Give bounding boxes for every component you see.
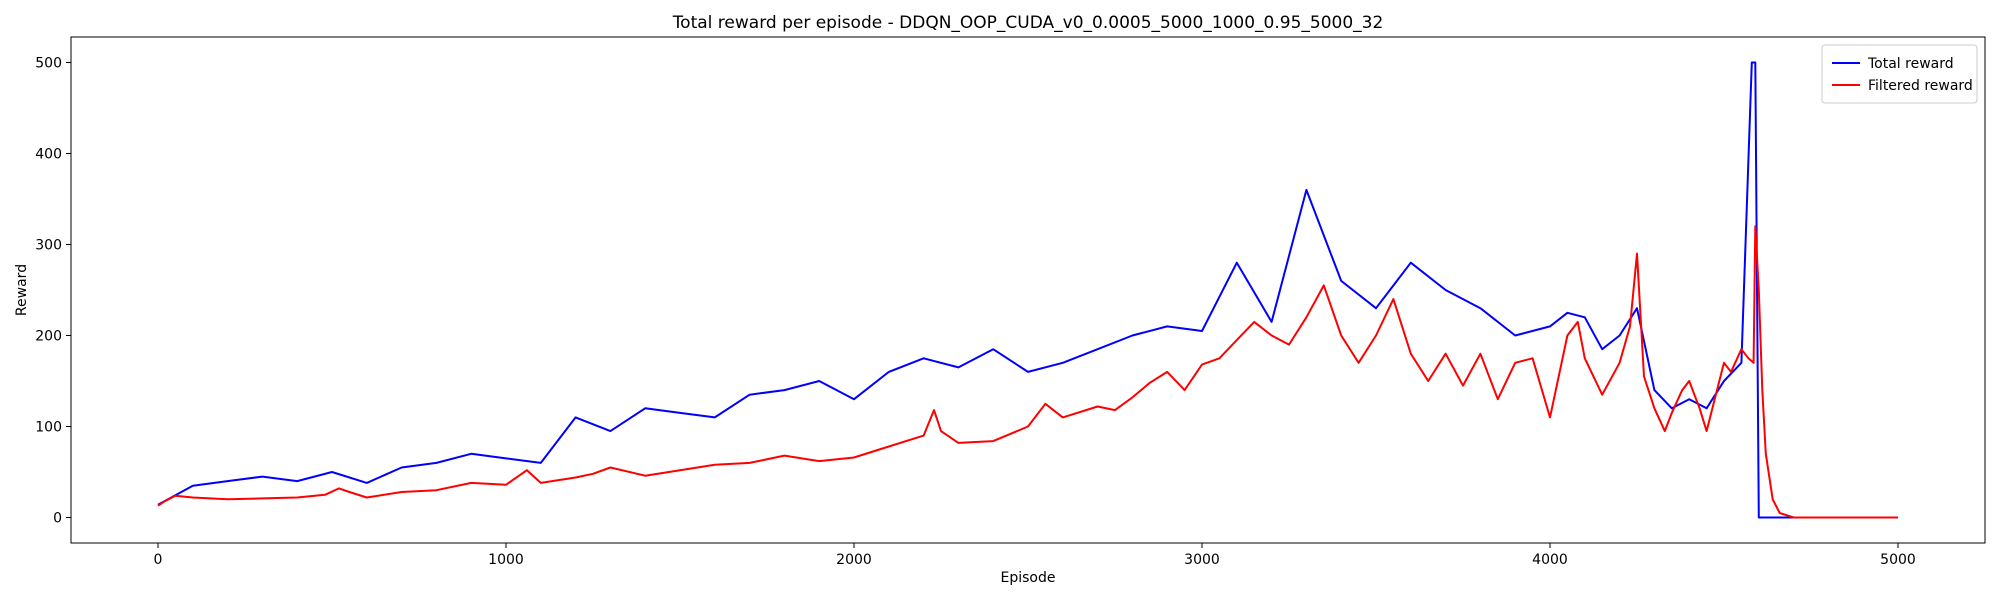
y-tick-label: 500 bbox=[35, 55, 62, 71]
plot-area bbox=[70, 36, 1986, 544]
x-axis: 0 1000 2000 3000 4000 5000 bbox=[154, 543, 1916, 568]
series-line-filtered-reward bbox=[157, 225, 1898, 519]
x-tick-label: 2000 bbox=[836, 552, 872, 568]
x-tick-label: 5000 bbox=[1880, 552, 1916, 568]
x-tick-label: 0 bbox=[154, 552, 163, 568]
y-axis: 0 100 200 300 400 500 bbox=[35, 55, 71, 527]
legend-entry: Total reward bbox=[1867, 56, 1954, 72]
x-axis-label: Episode bbox=[1001, 570, 1056, 586]
y-axis-label: Reward bbox=[14, 264, 30, 316]
chart-title: Total reward per episode - DDQN_OOP_CUDA… bbox=[672, 13, 1384, 33]
x-tick-label: 4000 bbox=[1532, 552, 1568, 568]
y-tick-label: 400 bbox=[35, 146, 62, 162]
legend-box bbox=[1821, 44, 1978, 104]
series-layer bbox=[157, 61, 1898, 519]
y-tick-label: 100 bbox=[35, 420, 62, 436]
x-tick-label: 3000 bbox=[1184, 552, 1220, 568]
y-tick-label: 200 bbox=[35, 329, 62, 345]
x-tick-label: 1000 bbox=[488, 552, 524, 568]
legend: Total reward Filtered reward bbox=[1821, 44, 1978, 104]
y-tick-label: 300 bbox=[35, 237, 62, 253]
y-tick-label: 0 bbox=[53, 511, 62, 527]
plot-frame bbox=[70, 36, 1986, 544]
series-line-total-reward bbox=[157, 61, 1898, 519]
legend-entry: Filtered reward bbox=[1868, 78, 1973, 94]
